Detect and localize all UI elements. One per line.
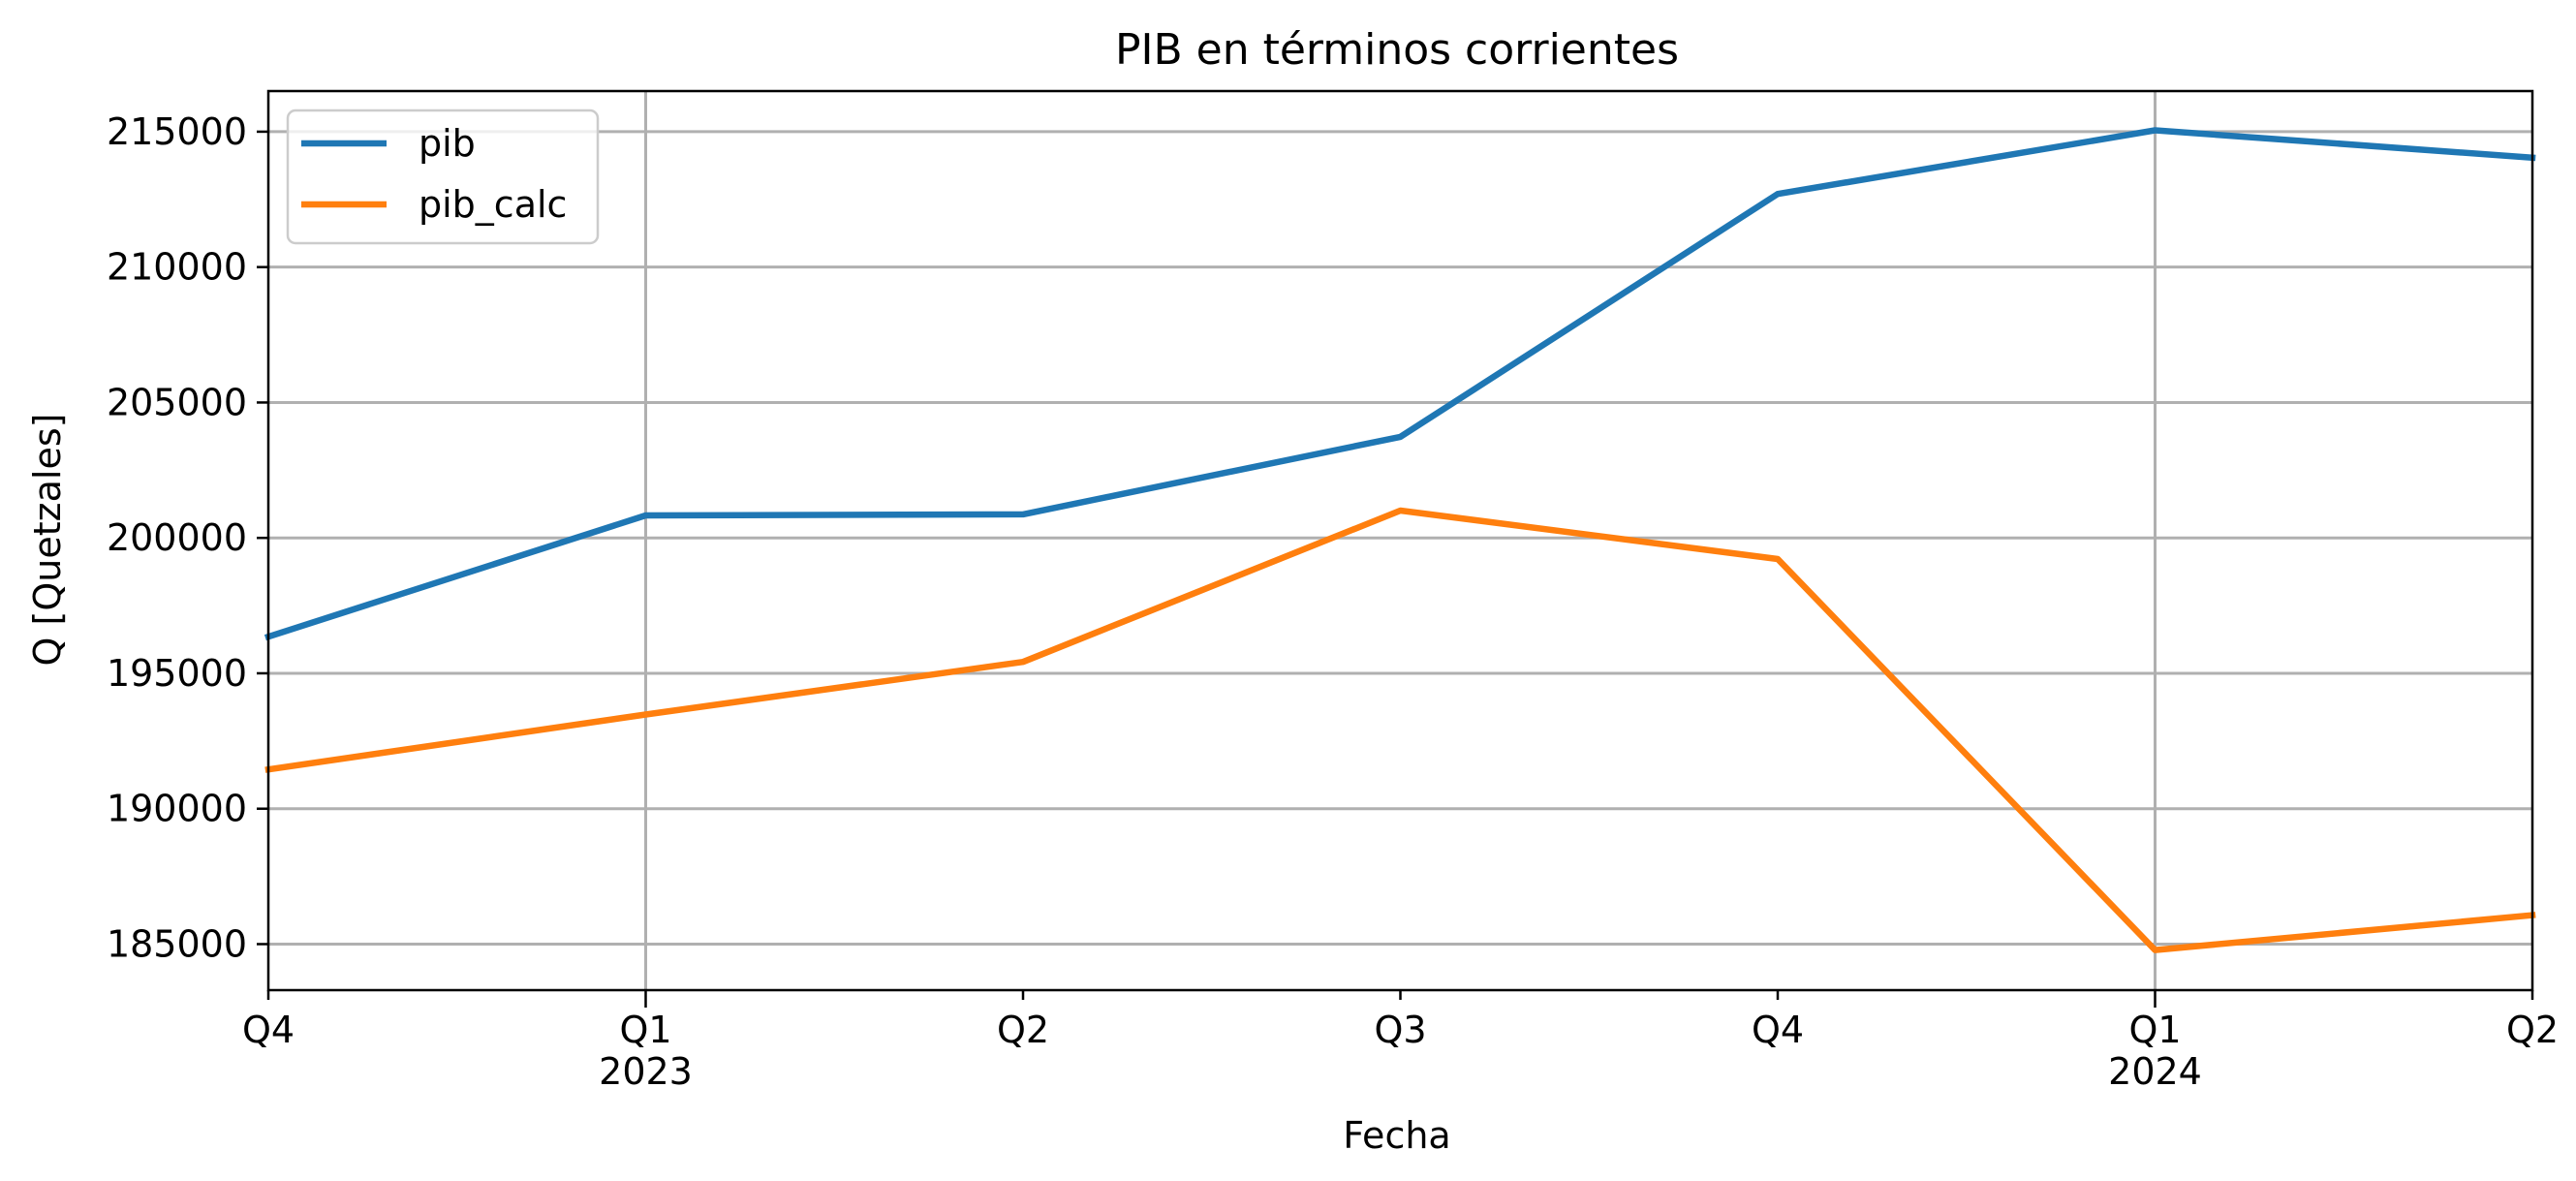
y-tick-label: 200000 (107, 516, 247, 559)
y-tick-label: 185000 (107, 922, 247, 965)
series-line-pib (264, 127, 2536, 641)
y-axis: 185000 190000 195000 200000 205000 210000 2150… (107, 110, 268, 965)
x-tick-label: Q1 (2128, 1009, 2181, 1051)
x-tick-year-label: 2024 (2108, 1050, 2202, 1093)
y-tick-label: 205000 (107, 381, 247, 423)
x-tick-label: Q2 (997, 1009, 1049, 1051)
y-tick-label: 195000 (107, 652, 247, 695)
y-tick-label: 190000 (107, 788, 247, 830)
x-tick-label: Q3 (1374, 1009, 1426, 1051)
series-lines (264, 127, 2536, 953)
y-tick-label: 215000 (107, 110, 247, 153)
x-axis-label: Fecha (1343, 1114, 1450, 1157)
legend-label-pib-calc: pib_calc (419, 183, 567, 226)
legend: pib pib_calc (286, 109, 600, 245)
chart-title: PIB en términos corrientes (1115, 25, 1679, 75)
x-tick-label: Q4 (1752, 1009, 1804, 1051)
x-tick-label: Q2 (2506, 1009, 2559, 1051)
y-tick-label: 210000 (107, 246, 247, 289)
series-line-pib-calc (264, 507, 2536, 953)
x-tick-label: Q1 (619, 1009, 671, 1051)
x-tick-label: Q4 (242, 1009, 295, 1051)
legend-label-pib: pib (419, 122, 476, 165)
y-axis-label: Q [Quetzales] (26, 414, 69, 667)
x-tick-year-label: 2023 (599, 1050, 693, 1093)
